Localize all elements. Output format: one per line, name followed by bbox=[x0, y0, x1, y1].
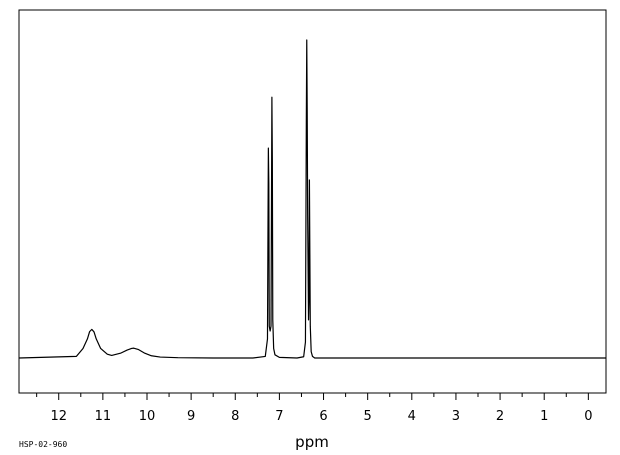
x-tick-label: 4 bbox=[408, 409, 416, 424]
x-tick-label: 1 bbox=[540, 409, 548, 424]
x-tick-label: 8 bbox=[231, 409, 239, 424]
x-tick-label: 12 bbox=[50, 409, 67, 424]
x-axis-tick-labels: 12 11 10 9 8 7 6 5 4 3 2 1 0 bbox=[50, 409, 592, 424]
plot-frame bbox=[18, 9, 607, 394]
spectrum-trace bbox=[18, 39, 606, 359]
x-tick-label: 11 bbox=[95, 409, 112, 424]
x-axis-title: ppm bbox=[295, 433, 329, 451]
x-tick-label: 9 bbox=[187, 409, 195, 424]
spectrum-code-label: HSP-02-960 bbox=[19, 440, 67, 449]
x-tick-label: 5 bbox=[364, 409, 372, 424]
x-tick-label: 10 bbox=[139, 409, 156, 424]
x-tick-label: 2 bbox=[496, 409, 504, 424]
x-tick-label: 6 bbox=[319, 409, 327, 424]
x-tick-label: 3 bbox=[452, 409, 460, 424]
x-axis-ticks bbox=[36, 393, 589, 400]
x-tick-label: 7 bbox=[275, 409, 283, 424]
x-tick-label: 0 bbox=[584, 409, 592, 424]
